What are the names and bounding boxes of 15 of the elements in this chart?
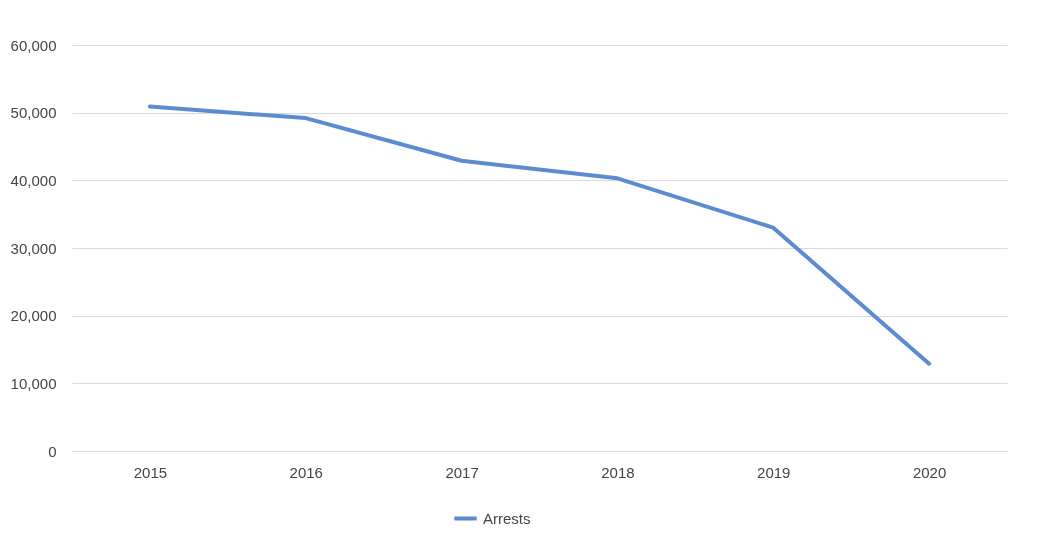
y-tick-label: 40,000 xyxy=(10,171,57,189)
x-tick-label: 2018 xyxy=(601,463,635,481)
legend-label: Arrests xyxy=(483,509,531,527)
x-tick-label: 2015 xyxy=(133,463,168,481)
y-tick-label: 20,000 xyxy=(10,307,57,325)
x-tick-label: 2016 xyxy=(289,463,323,481)
x-tick-label: 2017 xyxy=(445,463,479,481)
y-tick-label: 0 xyxy=(48,442,57,460)
y-tick-label: 50,000 xyxy=(10,104,57,122)
y-tick-label: 60,000 xyxy=(10,36,57,54)
x-tick-label: 2020 xyxy=(912,463,947,481)
y-tick-label: 30,000 xyxy=(10,239,57,257)
line-series xyxy=(147,104,932,366)
x-tick-label: 2019 xyxy=(757,463,791,481)
y-tick-label: 10,000 xyxy=(10,374,57,392)
